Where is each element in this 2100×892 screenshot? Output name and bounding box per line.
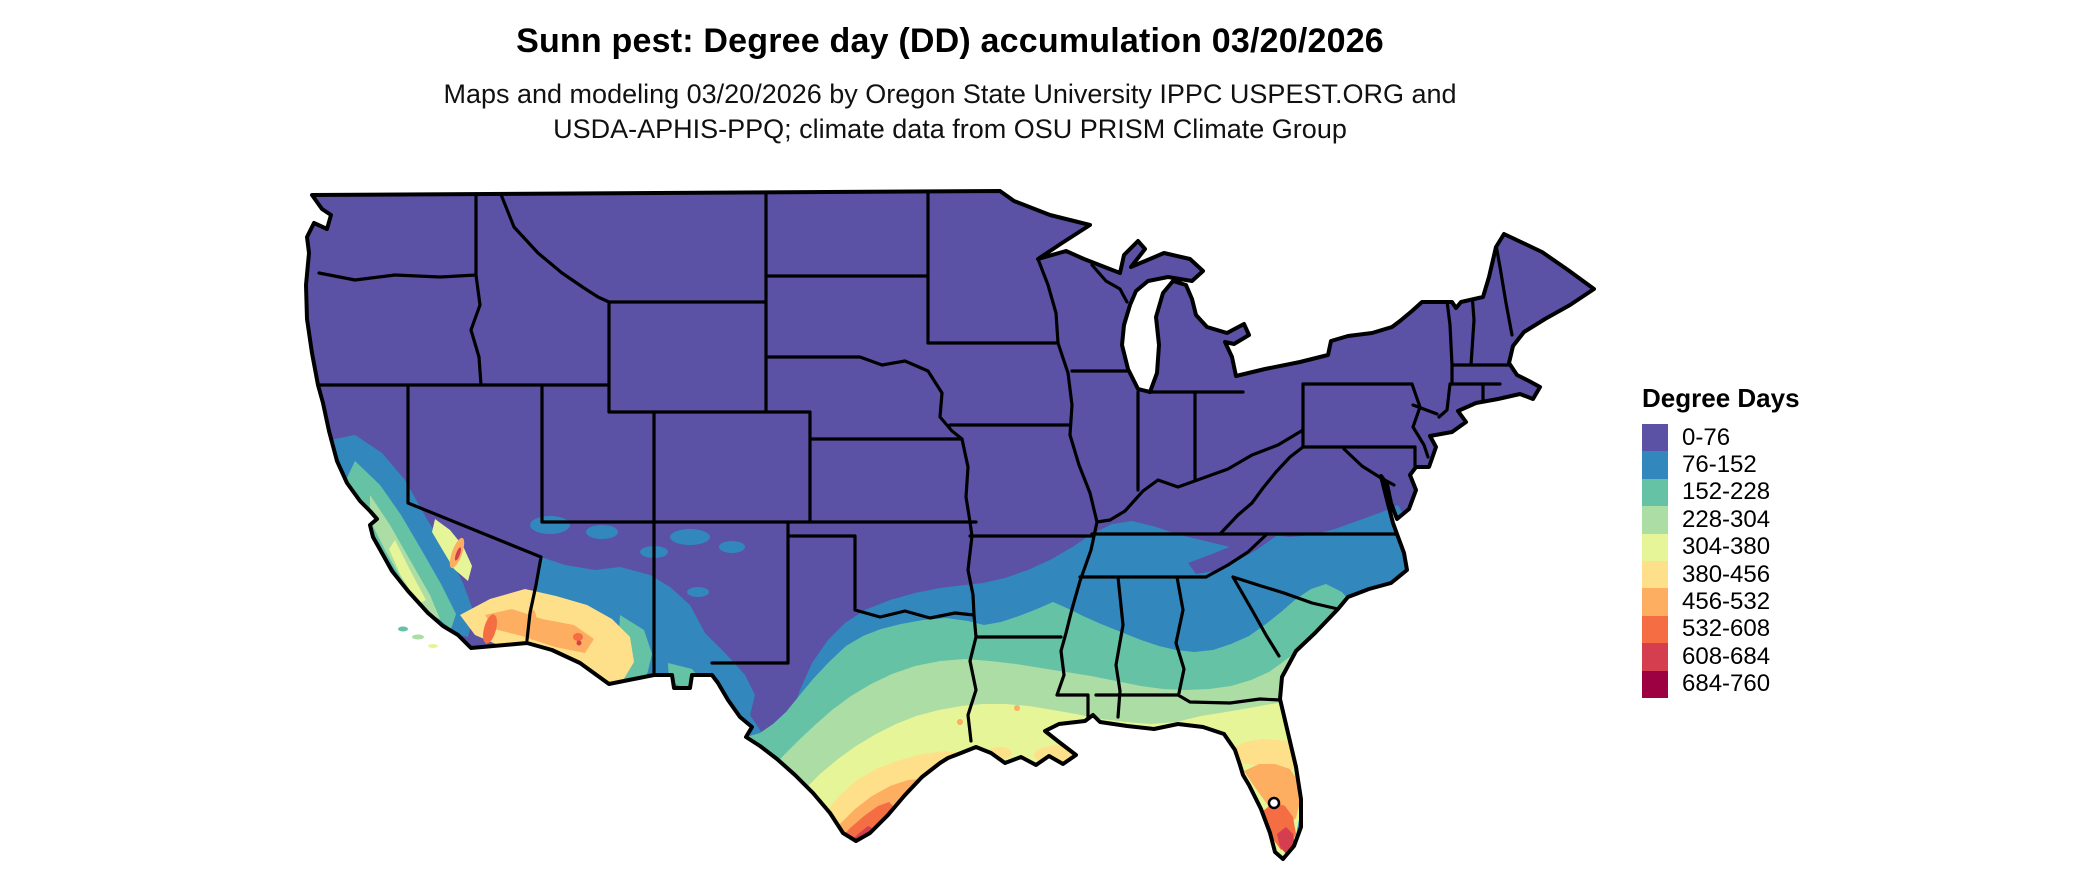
- legend-item: 608-684: [1642, 642, 1800, 671]
- legend-item: 304-380: [1642, 533, 1800, 561]
- legend-label: 684-760: [1682, 670, 1771, 698]
- southwest-orange-inner: [485, 609, 594, 653]
- legend-label: 152-228: [1682, 478, 1771, 506]
- legend-label: 532-608: [1682, 615, 1771, 643]
- legend-swatch: [1642, 424, 1668, 452]
- socal-deep-orange-streak: [483, 614, 497, 644]
- legend-label: 0-76: [1682, 423, 1731, 451]
- legend-label: 76-152: [1682, 451, 1757, 479]
- legend-label: 608-684: [1682, 642, 1771, 670]
- california-yellowgreen-sliver: [389, 540, 426, 604]
- legend-item: 228-304: [1642, 505, 1800, 534]
- desert-red-streak: [454, 547, 462, 561]
- map-container: [300, 185, 1600, 880]
- legend: Degree Days 0-76 76-152 152-228 228-304 304-…: [1642, 383, 1800, 698]
- header: Sunn pest: Degree day (DD) accumulation …: [150, 0, 1750, 147]
- arizona-red-dot: [576, 640, 582, 646]
- legend-item: 532-608: [1642, 615, 1800, 644]
- legend-label: 456-532: [1682, 588, 1771, 616]
- band-380-456-florida: [1228, 739, 1300, 771]
- channel-islands: [398, 626, 438, 648]
- subtitle-line-1: Maps and modeling 03/20/2026 by Oregon S…: [443, 79, 1457, 109]
- legend-label: 228-304: [1682, 505, 1771, 533]
- scattered-blue-patches: [530, 516, 745, 597]
- degree-day-bands: [306, 191, 1594, 859]
- legend-item: 380-456: [1642, 560, 1800, 589]
- band-0-76: [306, 191, 1594, 859]
- lake-okeechobee: [1267, 796, 1281, 810]
- legend-label: 380-456: [1682, 560, 1771, 588]
- legend-swatch: [1642, 588, 1668, 616]
- legend-swatch: [1642, 670, 1668, 698]
- legend-item: 684-760: [1642, 670, 1800, 698]
- legend-item: 0-76: [1642, 423, 1800, 452]
- florida-keys-darkred: [858, 851, 862, 855]
- legend-swatch: [1642, 478, 1668, 507]
- legend-swatch: [1642, 451, 1668, 479]
- legend-swatch: [1642, 615, 1668, 644]
- legend-item: 152-228: [1642, 478, 1800, 507]
- california-valley-green: [370, 495, 440, 619]
- texas-orange-speck: [957, 719, 963, 725]
- desert-yellowgreen: [432, 519, 472, 581]
- band-532-608-texas: [838, 802, 896, 846]
- legend-swatch: [1642, 560, 1668, 589]
- legend-title: Degree Days: [1642, 383, 1800, 413]
- legend-swatch: [1642, 506, 1668, 534]
- legend-item: 76-152: [1642, 451, 1800, 479]
- page-subtitle: Maps and modeling 03/20/2026 by Oregon S…: [150, 77, 1750, 147]
- page-title: Sunn pest: Degree day (DD) accumulation …: [516, 22, 1384, 60]
- legend-label: 304-380: [1682, 533, 1771, 561]
- subtitle-line-2: USDA-APHIS-PPQ; climate data from OSU PR…: [553, 114, 1347, 144]
- us-outline: [304, 189, 1596, 861]
- legend-swatch: [1642, 643, 1668, 671]
- appalachian-purple-ridge: [1188, 528, 1276, 574]
- legend-items: 0-76 76-152 152-228 228-304 304-380 380-456 45…: [1642, 424, 1800, 698]
- legend-swatch: [1642, 533, 1668, 561]
- arizona-deep-orange-spot: [573, 633, 583, 641]
- legend-item: 456-532: [1642, 588, 1800, 616]
- louisiana-orange-speck: [1014, 705, 1020, 711]
- us-degree-day-map: [304, 189, 1596, 861]
- state-borders: [316, 191, 1520, 743]
